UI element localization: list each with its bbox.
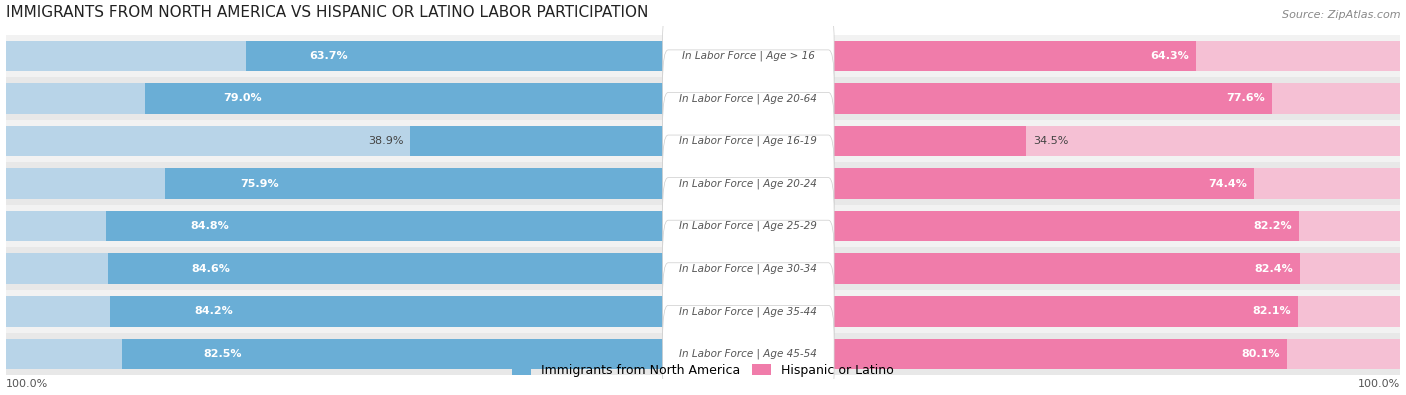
Text: 84.8%: 84.8% — [191, 221, 229, 231]
Text: 77.6%: 77.6% — [1226, 94, 1265, 103]
Bar — [6, 83, 668, 114]
Text: 84.6%: 84.6% — [191, 264, 231, 274]
FancyBboxPatch shape — [662, 50, 834, 147]
Bar — [828, 83, 1400, 114]
Bar — [6, 162, 1400, 205]
Bar — [6, 290, 1400, 333]
Bar — [828, 41, 1400, 71]
FancyBboxPatch shape — [662, 92, 834, 190]
Bar — [6, 35, 1400, 77]
Text: 100.0%: 100.0% — [6, 380, 48, 389]
Text: 100.0%: 100.0% — [1358, 380, 1400, 389]
Bar — [6, 120, 1400, 162]
Text: 82.2%: 82.2% — [1253, 221, 1292, 231]
Legend: Immigrants from North America, Hispanic or Latino: Immigrants from North America, Hispanic … — [512, 364, 894, 377]
Bar — [6, 168, 668, 199]
Bar — [828, 254, 1400, 284]
Bar — [6, 247, 1400, 290]
Text: 84.2%: 84.2% — [194, 306, 232, 316]
Text: In Labor Force | Age 16-19: In Labor Force | Age 16-19 — [679, 136, 817, 146]
Bar — [828, 296, 1298, 327]
Bar — [828, 168, 1254, 199]
Bar — [121, 339, 668, 369]
Text: In Labor Force | Age 45-54: In Labor Force | Age 45-54 — [679, 349, 817, 359]
Bar — [6, 333, 1400, 375]
Bar — [828, 296, 1400, 327]
Bar — [6, 254, 668, 284]
Text: In Labor Force | Age 35-44: In Labor Force | Age 35-44 — [679, 306, 817, 316]
Text: 79.0%: 79.0% — [224, 94, 262, 103]
Text: Source: ZipAtlas.com: Source: ZipAtlas.com — [1282, 9, 1400, 20]
Bar — [107, 211, 668, 241]
Bar — [6, 211, 668, 241]
Text: IMMIGRANTS FROM NORTH AMERICA VS HISPANIC OR LATINO LABOR PARTICIPATION: IMMIGRANTS FROM NORTH AMERICA VS HISPANI… — [6, 5, 648, 20]
FancyBboxPatch shape — [662, 178, 834, 275]
Text: In Labor Force | Age 20-24: In Labor Force | Age 20-24 — [679, 178, 817, 189]
Bar — [145, 83, 668, 114]
Bar — [828, 339, 1400, 369]
Text: In Labor Force | Age 30-34: In Labor Force | Age 30-34 — [679, 263, 817, 274]
Text: In Labor Force | Age 25-29: In Labor Force | Age 25-29 — [679, 221, 817, 231]
Bar — [828, 126, 1026, 156]
FancyBboxPatch shape — [662, 305, 834, 395]
Text: 74.4%: 74.4% — [1208, 179, 1247, 188]
FancyBboxPatch shape — [662, 135, 834, 232]
Bar — [828, 83, 1272, 114]
Bar — [6, 339, 668, 369]
Bar — [110, 296, 668, 327]
Bar — [108, 254, 668, 284]
Text: 63.7%: 63.7% — [309, 51, 349, 61]
Text: 64.3%: 64.3% — [1150, 51, 1189, 61]
Text: 82.5%: 82.5% — [204, 349, 242, 359]
Bar — [6, 41, 668, 71]
Text: 34.5%: 34.5% — [1033, 136, 1069, 146]
FancyBboxPatch shape — [662, 220, 834, 317]
Bar — [411, 126, 668, 156]
Text: In Labor Force | Age 20-64: In Labor Force | Age 20-64 — [679, 93, 817, 103]
Bar — [246, 41, 668, 71]
Bar — [828, 211, 1299, 241]
Text: 82.4%: 82.4% — [1254, 264, 1292, 274]
Bar — [6, 126, 668, 156]
Bar — [828, 126, 1400, 156]
Bar — [828, 339, 1286, 369]
Text: 82.1%: 82.1% — [1253, 306, 1291, 316]
Text: 75.9%: 75.9% — [240, 179, 280, 188]
Bar — [6, 296, 668, 327]
Text: In Labor Force | Age > 16: In Labor Force | Age > 16 — [682, 51, 814, 61]
Bar — [828, 254, 1299, 284]
Bar — [166, 168, 668, 199]
FancyBboxPatch shape — [662, 263, 834, 360]
Bar — [828, 41, 1197, 71]
Bar — [6, 205, 1400, 247]
FancyBboxPatch shape — [662, 8, 834, 104]
Bar — [828, 211, 1400, 241]
Text: 38.9%: 38.9% — [368, 136, 404, 146]
Bar — [828, 168, 1400, 199]
Bar — [6, 77, 1400, 120]
Text: 80.1%: 80.1% — [1241, 349, 1279, 359]
